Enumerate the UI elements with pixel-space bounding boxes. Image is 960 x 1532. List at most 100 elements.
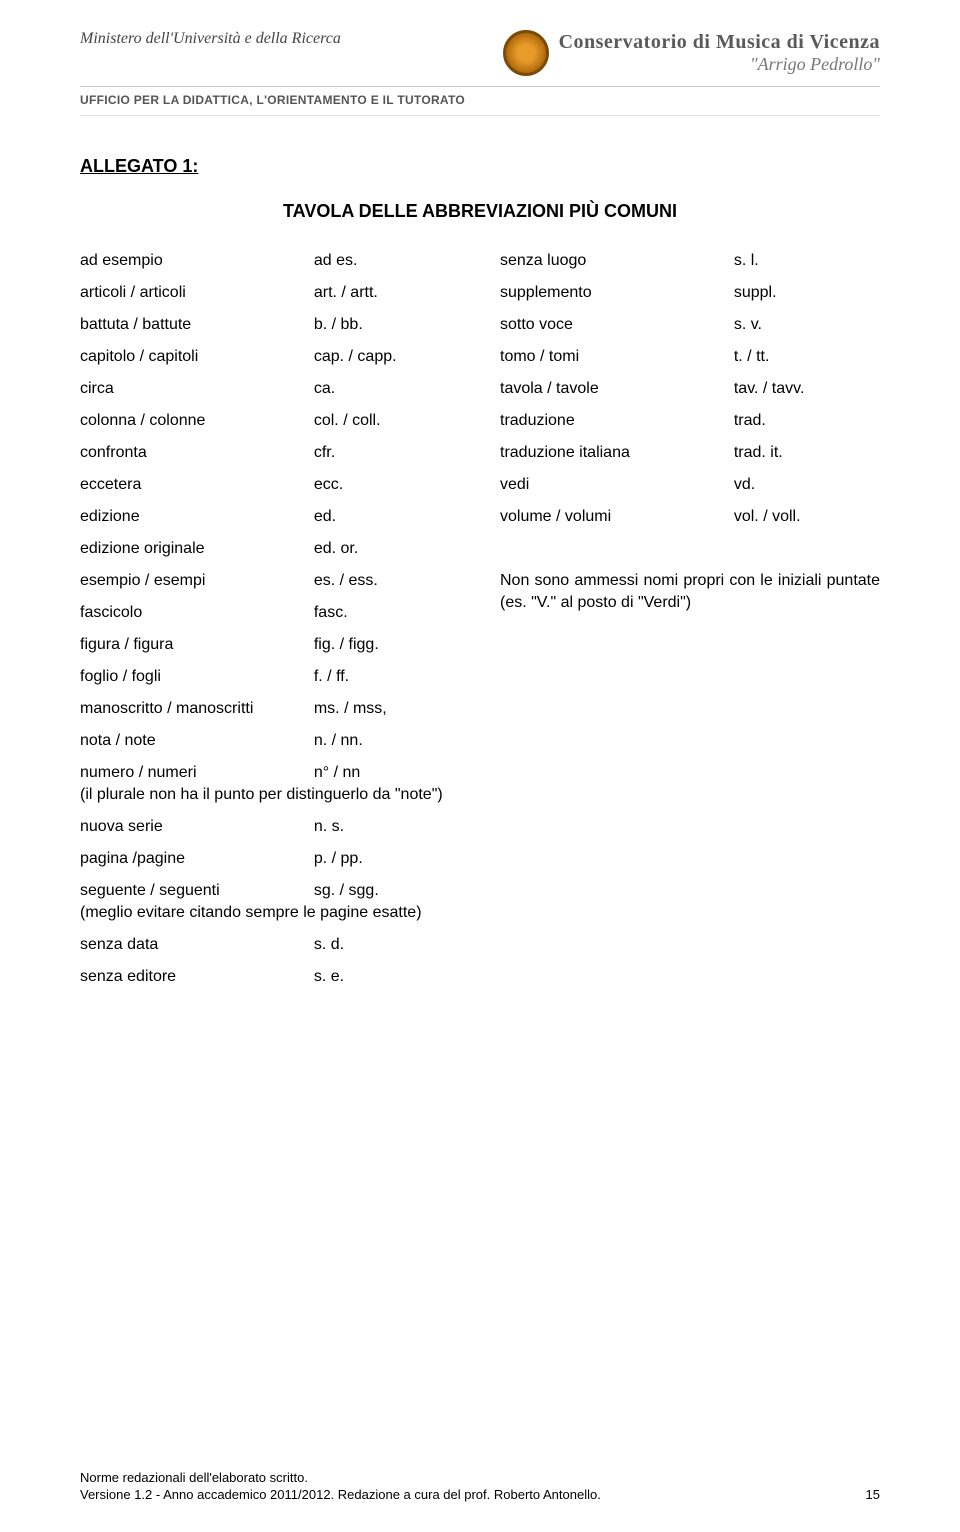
term: vedi [500,476,734,494]
abbr-row: confrontacfr. [80,444,460,462]
abbr: sg. / sgg. [314,882,460,900]
abbr: f. / ff. [314,668,460,686]
abbr-row: vedivd. [500,476,880,494]
term: senza data [80,936,314,954]
term: nota / note [80,732,314,750]
abbr: cap. / capp. [314,348,460,366]
abbr-row: senza datas. d. [80,936,460,954]
abbr-row: manoscritto / manoscrittims. / mss, [80,700,460,718]
abbr: ed. or. [314,540,460,558]
term: edizione originale [80,540,314,558]
abbr: s. d. [314,936,460,954]
ministero-text: Ministero dell'Università e della Ricerc… [80,30,341,48]
abbr: s. l. [734,252,880,270]
conservatorio-title: Conservatorio di Musica di Vicenza [559,31,880,54]
right-note: Non sono ammessi nomi propri con le iniz… [500,570,880,613]
abbr: n. / nn. [314,732,460,750]
abbr: es. / ess. [314,572,460,590]
term: sotto voce [500,316,734,334]
term: manoscritto / manoscritti [80,700,314,718]
abbr: trad. it. [734,444,880,462]
allegato-label: ALLEGATO 1: [80,156,880,177]
term: colonna / colonne [80,412,314,430]
abbr: suppl. [734,284,880,302]
term: articoli / articoli [80,284,314,302]
paren-note: (il plurale non ha il punto per distingu… [80,786,460,804]
content-columns: ad esempioad es. articoli / articoliart.… [80,252,880,1000]
term: traduzione [500,412,734,430]
abbr-row: traduzione italianatrad. it. [500,444,880,462]
abbr: vd. [734,476,880,494]
abbr-row: tavola / tavoletav. / tavv. [500,380,880,398]
footer-line2: Versione 1.2 - Anno accademico 2011/2012… [80,1487,880,1502]
abbr-row: capitolo / capitolicap. / capp. [80,348,460,366]
abbr: p. / pp. [314,850,460,868]
abbr-row: figura / figurafig. / figg. [80,636,460,654]
abbr-row: fascicolofasc. [80,604,460,622]
abbr: tav. / tavv. [734,380,880,398]
abbr-row: supplementosuppl. [500,284,880,302]
term: edizione [80,508,314,526]
abbr-row: senza luogos. l. [500,252,880,270]
abbr-row: numero / numerin° / nn [80,764,460,782]
term: nuova serie [80,818,314,836]
abbr-row: ad esempioad es. [80,252,460,270]
term: tavola / tavole [500,380,734,398]
document-page: Ministero dell'Università e della Ricerc… [0,0,960,1532]
letterhead-left: Ministero dell'Università e della Ricerc… [80,30,341,48]
abbr: vol. / voll. [734,508,880,526]
term: ad esempio [80,252,314,270]
abbr: fasc. [314,604,460,622]
abbr-row: colonna / colonnecol. / coll. [80,412,460,430]
abbr-row: foglio / foglif. / ff. [80,668,460,686]
term: fascicolo [80,604,314,622]
abbr-row: senza editores. e. [80,968,460,986]
abbr: trad. [734,412,880,430]
abbr-row: circaca. [80,380,460,398]
term: seguente / seguenti [80,882,314,900]
abbr-row: pagina /paginep. / pp. [80,850,460,868]
abbr-row: esempio / esempies. / ess. [80,572,460,590]
footer-line1: Norme redazionali dell'elaborato scritto… [80,1470,880,1485]
term: traduzione italiana [500,444,734,462]
term: numero / numeri [80,764,314,782]
abbr: ms. / mss, [314,700,460,718]
term: eccetera [80,476,314,494]
abbr-row: volume / volumivol. / voll. [500,508,880,526]
term: foglio / fogli [80,668,314,686]
footer: Norme redazionali dell'elaborato scritto… [80,1470,880,1502]
abbr-row: edizioneed. [80,508,460,526]
term: senza luogo [500,252,734,270]
conservatorio-block: Conservatorio di Musica di Vicenza "Arri… [559,31,880,75]
term: esempio / esempi [80,572,314,590]
abbr-row: nota / noten. / nn. [80,732,460,750]
abbr: ca. [314,380,460,398]
abbr: ecc. [314,476,460,494]
abbr-row: tomo / tomit. / tt. [500,348,880,366]
term: battuta / battute [80,316,314,334]
abbr: col. / coll. [314,412,460,430]
term: supplemento [500,284,734,302]
term: tomo / tomi [500,348,734,366]
left-column: ad esempioad es. articoli / articoliart.… [80,252,460,1000]
abbr: art. / artt. [314,284,460,302]
abbr: s. v. [734,316,880,334]
term: figura / figura [80,636,314,654]
letterhead: Ministero dell'Università e della Ricerc… [80,30,880,87]
term: capitolo / capitoli [80,348,314,366]
footer-version: Versione 1.2 - Anno accademico 2011/2012… [80,1487,601,1502]
spacer [500,540,880,560]
abbr: fig. / figg. [314,636,460,654]
term: volume / volumi [500,508,734,526]
term: pagina /pagine [80,850,314,868]
logo-icon [503,30,549,76]
abbr: n. s. [314,818,460,836]
abbr: cfr. [314,444,460,462]
title-area: ALLEGATO 1: TAVOLA DELLE ABBREVIAZIONI P… [80,156,880,222]
abbr: ed. [314,508,460,526]
abbr-row: edizione originaleed. or. [80,540,460,558]
term: confronta [80,444,314,462]
abbr-row: articoli / articoliart. / artt. [80,284,460,302]
abbr: ad es. [314,252,460,270]
paren-note: (meglio evitare citando sempre le pagine… [80,904,460,922]
